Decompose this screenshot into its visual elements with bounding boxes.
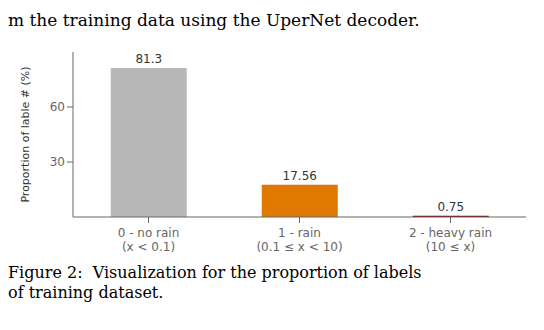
html-text:m the training data using the: m the training data using the UperNet de… (8, 10, 420, 30)
svg-text:81.3: 81.3 (135, 52, 162, 66)
html-text:Figure 2: Visualization for th: Figure 2: Visualization for the proporti… (8, 263, 422, 302)
svg-text:1 - rain(0.1 ≤ x < 10): 1 - rain(0.1 ≤ x < 10) (256, 226, 342, 254)
svg-text:60: 60 (50, 100, 65, 114)
svg-text:Proportion of lable # (%): Proportion of lable # (%) (19, 66, 32, 202)
svg-text:0.75: 0.75 (437, 200, 464, 214)
svg-text:17.56: 17.56 (283, 169, 317, 183)
svg-text:0 - no rain(x < 0.1): 0 - no rain(x < 0.1) (118, 226, 180, 254)
svg-text:2 - heavy rain(10 ≤ x): 2 - heavy rain(10 ≤ x) (409, 226, 492, 254)
svg-text:30: 30 (50, 155, 65, 169)
